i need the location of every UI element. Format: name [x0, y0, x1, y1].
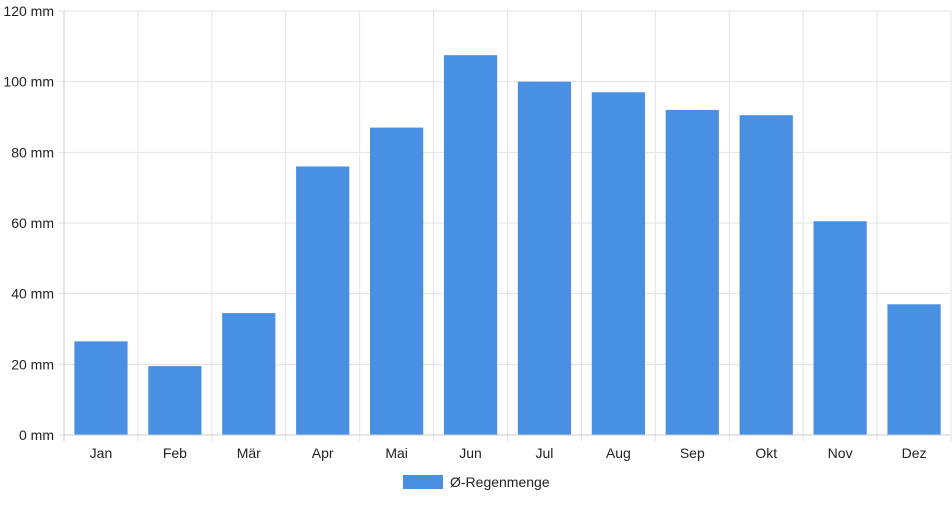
x-tick-label: Mär	[237, 445, 261, 461]
legend-swatch[interactable]	[403, 475, 443, 489]
bar-aug[interactable]	[591, 92, 645, 436]
bar-mär[interactable]	[222, 313, 276, 435]
x-tick-label: Feb	[163, 445, 187, 461]
bar-jan[interactable]	[74, 341, 128, 435]
x-tick-label: Nov	[828, 445, 853, 461]
bar-nov[interactable]	[813, 221, 867, 435]
y-tick-labels: 0 mm 20 mm 40 mm 60 mm 80 mm 100 mm 120 mm	[3, 3, 54, 443]
y-tick-label: 60 mm	[11, 215, 54, 231]
x-tick-label: Jan	[90, 445, 113, 461]
y-tick-label: 80 mm	[11, 144, 54, 160]
y-tick-label: 40 mm	[11, 286, 54, 302]
y-tick-label: 100 mm	[3, 74, 54, 90]
bar-okt[interactable]	[739, 115, 793, 435]
x-tick-label: Mai	[385, 445, 408, 461]
bar-apr[interactable]	[296, 166, 350, 435]
bar-dez[interactable]	[887, 304, 941, 435]
legend[interactable]: Ø-Regenmenge	[403, 474, 550, 490]
y-tick-label: 20 mm	[11, 356, 54, 372]
bar-feb[interactable]	[148, 366, 202, 435]
x-tick-label: Apr	[312, 445, 334, 461]
x-tick-label: Dez	[902, 445, 927, 461]
y-tick-label: 0 mm	[19, 427, 54, 443]
x-tick-label: Okt	[755, 445, 777, 461]
x-tick-label: Jun	[459, 445, 482, 461]
bar-jun[interactable]	[443, 55, 498, 436]
x-tick-labels: Jan Feb Mär Apr Mai Jun Jul Aug Sep Okt Nov Dez	[90, 445, 927, 461]
x-tick-label: Sep	[680, 445, 705, 461]
bar-jul[interactable]	[517, 81, 572, 436]
axes	[58, 10, 951, 441]
x-tick-label: Jul	[536, 445, 554, 461]
legend-label[interactable]: Ø-Regenmenge	[450, 474, 550, 490]
bars	[74, 55, 941, 436]
x-tick-label: Aug	[606, 445, 631, 461]
bar-sep[interactable]	[665, 109, 719, 435]
bar-mai[interactable]	[370, 127, 424, 435]
y-tick-label: 120 mm	[3, 3, 54, 19]
grid-lines	[64, 10, 952, 441]
